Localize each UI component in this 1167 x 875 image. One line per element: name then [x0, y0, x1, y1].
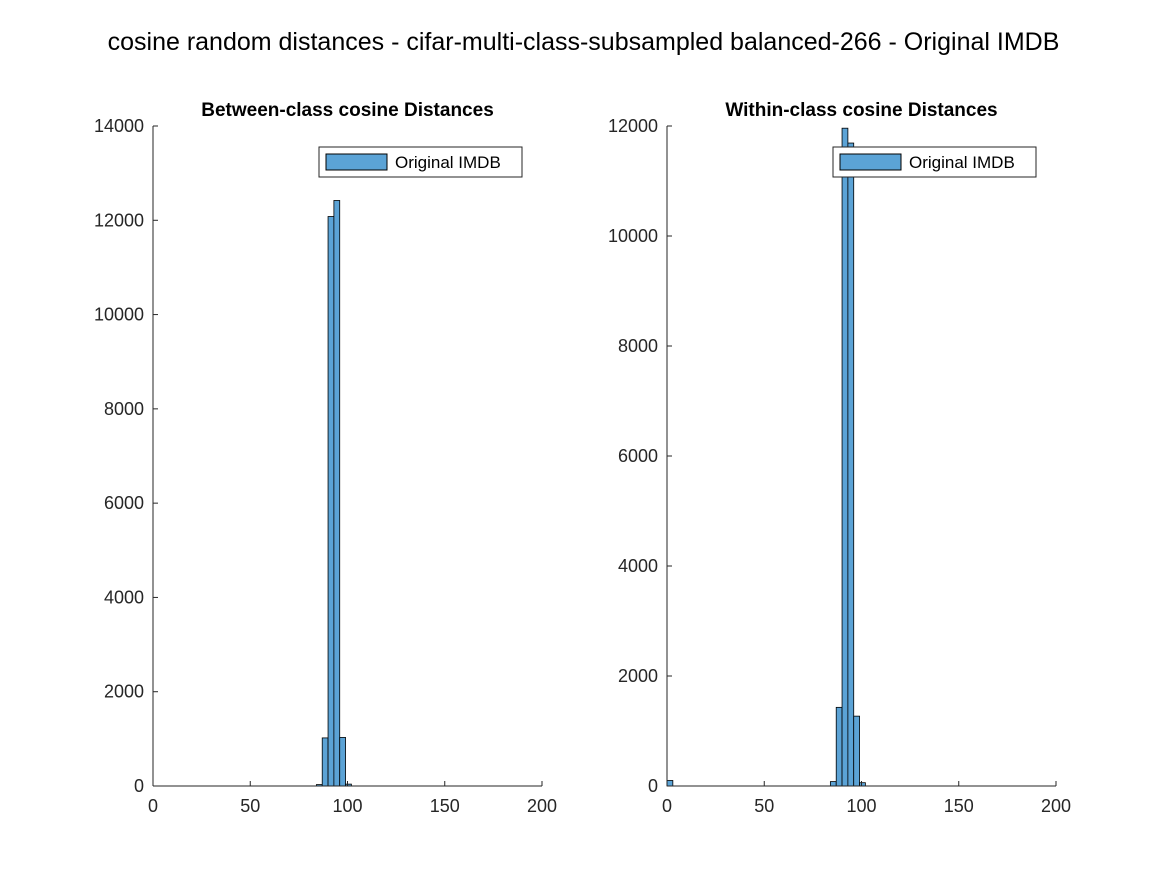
legend-swatch: [839, 153, 902, 171]
x-tick-label: 100: [846, 796, 876, 816]
y-tick-label: 4000: [618, 556, 658, 576]
legend-swatch: [325, 153, 388, 171]
legend-label: Original IMDB: [395, 153, 501, 172]
x-tick-label: 150: [944, 796, 974, 816]
histogram-bar: [666, 780, 674, 787]
y-tick-label: 2000: [618, 666, 658, 686]
y-tick-label: 8000: [618, 336, 658, 356]
x-tick-label: 50: [754, 796, 774, 816]
legend-label: Original IMDB: [909, 153, 1015, 172]
histogram-bar: [321, 737, 329, 787]
x-tick-label: 50: [240, 796, 260, 816]
histogram-bar: [829, 781, 837, 787]
y-tick-label: 0: [134, 776, 144, 796]
histogram-bar: [853, 715, 860, 787]
panel-title: Within-class cosine Distances: [725, 100, 997, 121]
y-tick-label: 10000: [94, 305, 144, 325]
histogram-bar: [333, 200, 341, 787]
histogram-bar: [835, 706, 843, 787]
x-tick-label: 100: [332, 796, 362, 816]
y-tick-label: 6000: [618, 446, 658, 466]
histogram-bar: [339, 737, 346, 787]
panel-title: Between-class cosine Distances: [201, 100, 494, 121]
y-tick-label: 12000: [94, 210, 144, 230]
x-tick-label: 200: [527, 796, 557, 816]
y-tick-label: 2000: [104, 682, 144, 702]
histogram-bar: [841, 127, 849, 787]
figure-title: cosine random distances - cifar-multi-cl…: [107, 28, 1060, 56]
histogram-bar: [847, 142, 855, 787]
y-tick-label: 12000: [608, 116, 658, 136]
x-tick-label: 0: [148, 796, 158, 816]
y-tick-label: 10000: [608, 226, 658, 246]
y-tick-label: 0: [648, 776, 658, 796]
y-tick-label: 6000: [104, 493, 144, 513]
y-tick-label: 8000: [104, 399, 144, 419]
x-tick-label: 0: [662, 796, 672, 816]
histogram-bar: [327, 216, 335, 787]
x-tick-label: 150: [430, 796, 460, 816]
x-tick-label: 200: [1041, 796, 1071, 816]
y-tick-label: 4000: [104, 587, 144, 607]
y-tick-label: 14000: [94, 116, 144, 136]
